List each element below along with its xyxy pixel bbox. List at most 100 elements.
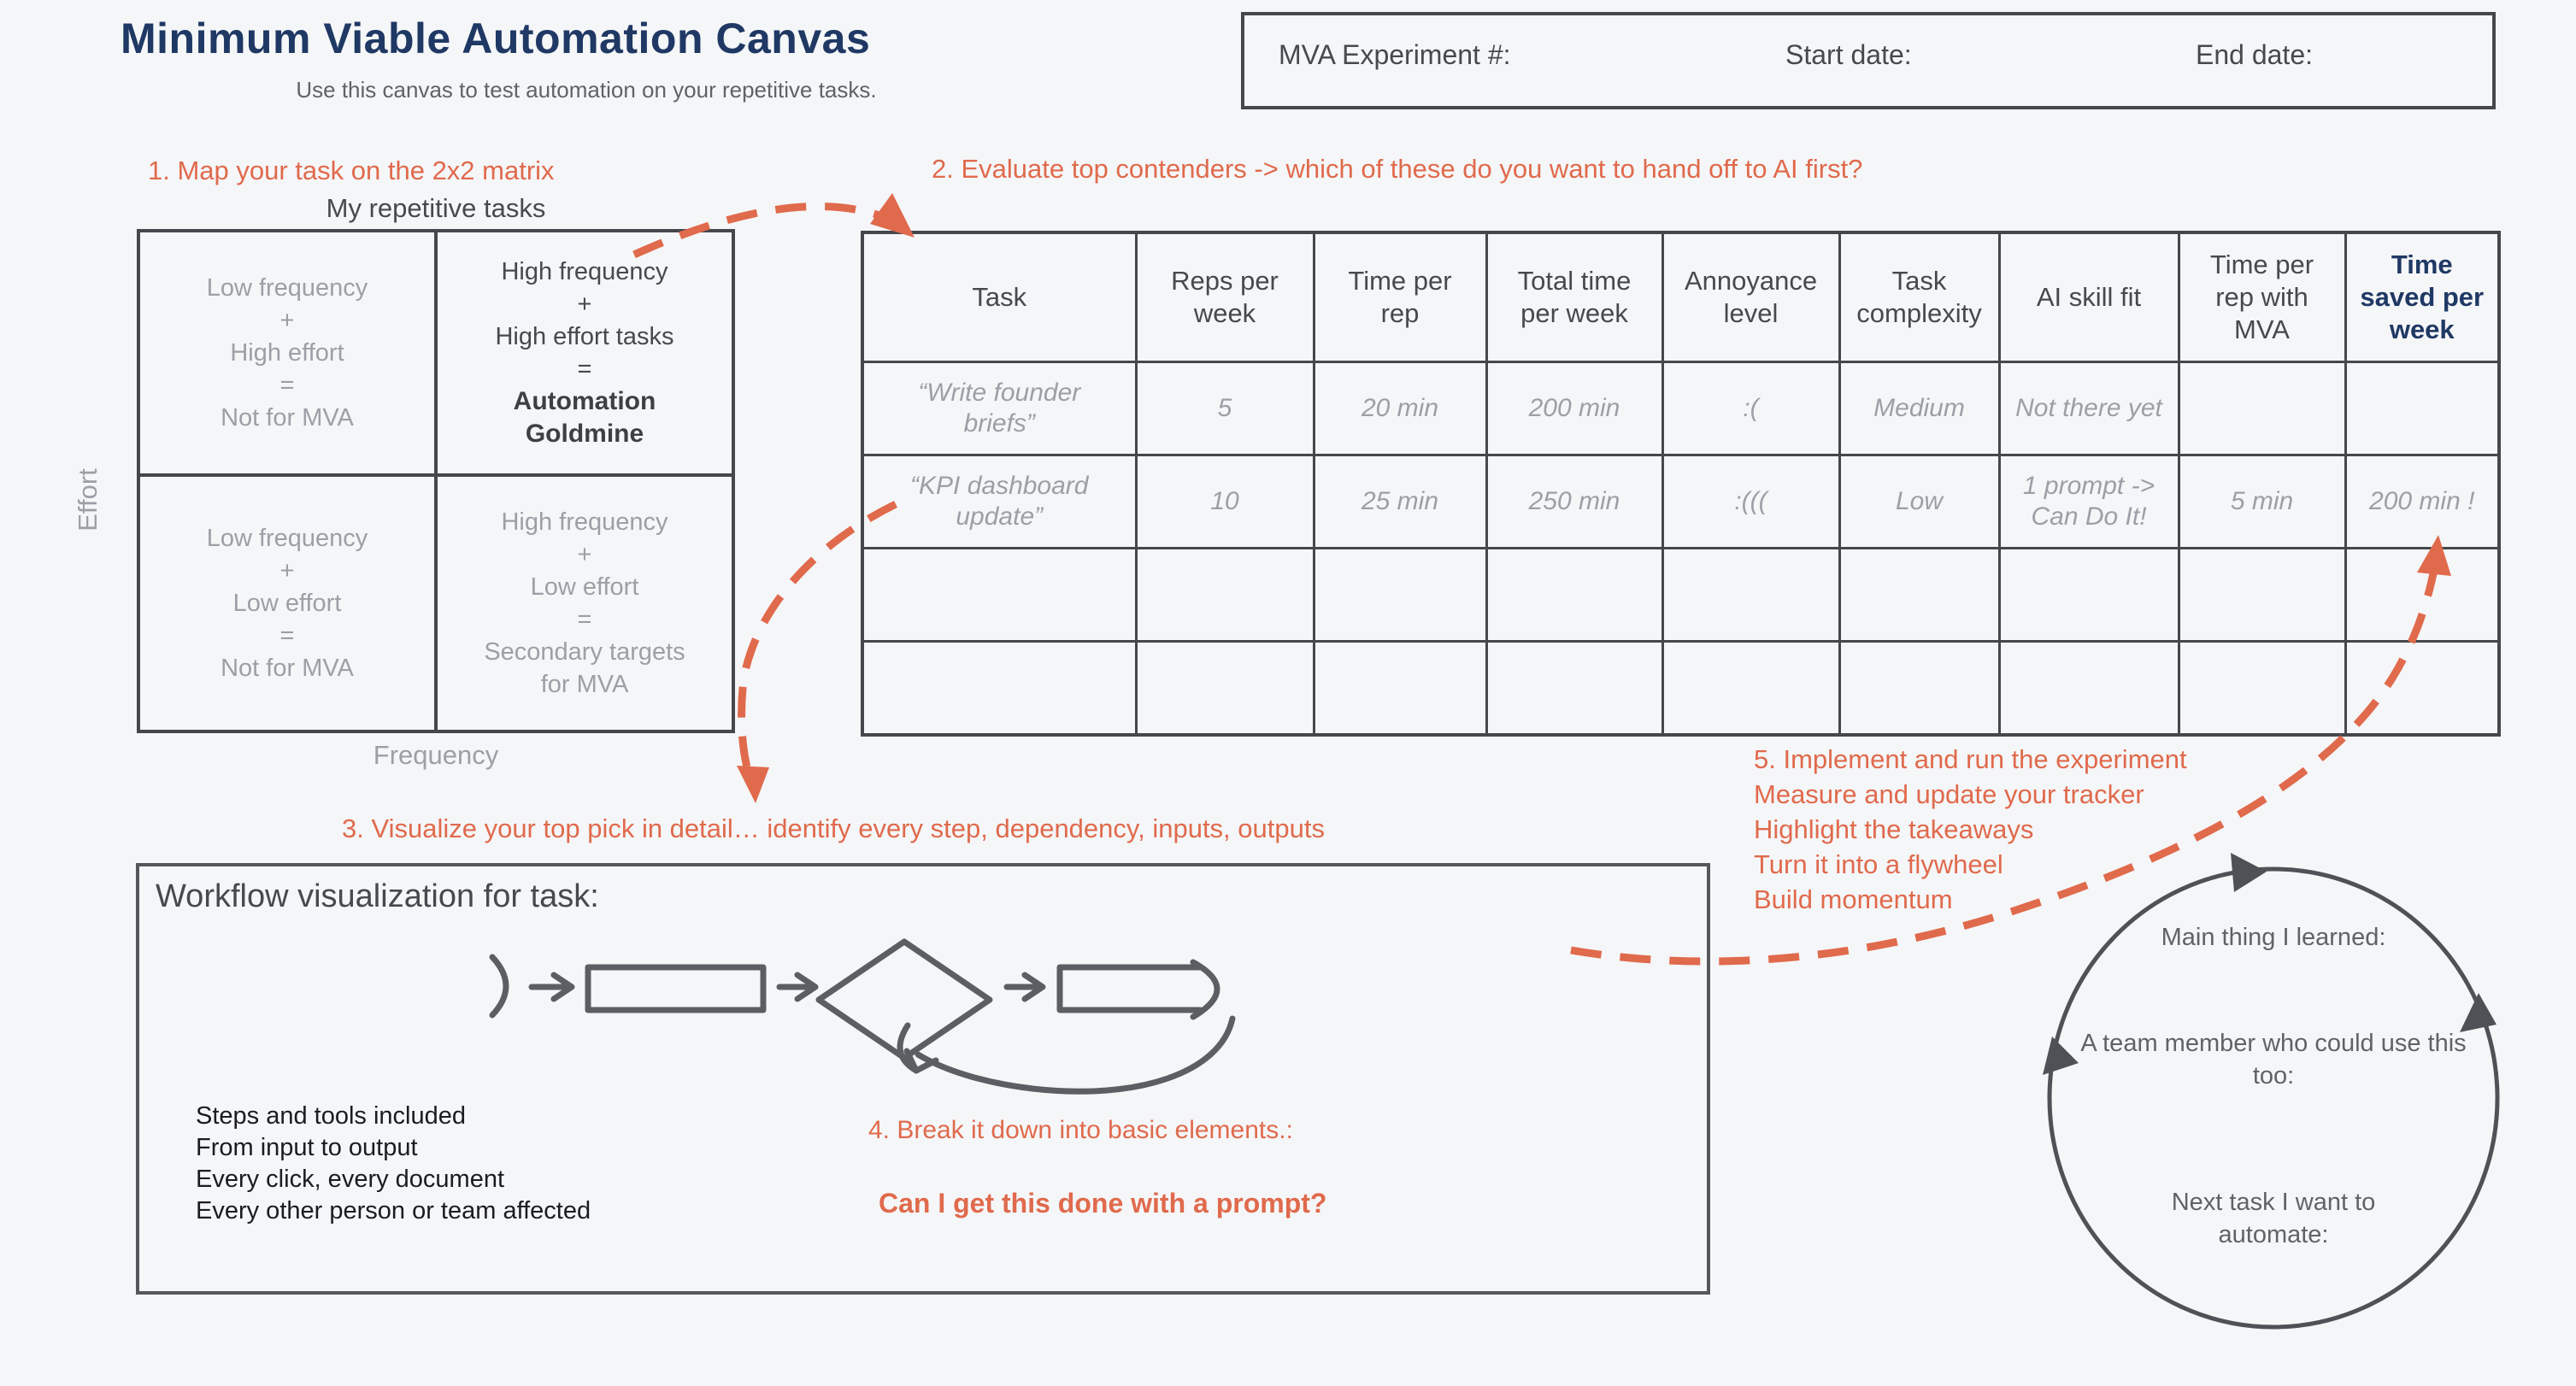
- table-cell: “KPI dashboard update”: [861, 454, 1138, 549]
- flywheel-label-next-task: Next task I want to automate:: [2171, 1189, 2376, 1248]
- step5-line: Highlight the takeaways: [1754, 814, 2034, 844]
- step5-line: 5. Implement and run the experiment: [1754, 744, 2187, 774]
- step5-line: Measure and update your tracker: [1754, 779, 2144, 809]
- workflow-title: Workflow visualization for task:: [156, 878, 599, 914]
- table-cell: [2344, 640, 2501, 737]
- table-cell: [2344, 361, 2501, 456]
- quadrant-line: =: [577, 606, 592, 633]
- start-date-label: Start date:: [1785, 39, 1912, 70]
- step1-heading: 1. Map your task on the 2x2 matrix: [148, 156, 555, 185]
- quadrant-line: +: [279, 307, 295, 334]
- step5-line: Build momentum: [1754, 884, 1953, 914]
- flywheel-label-learned: Main thing I learned:: [2161, 924, 2386, 951]
- table-cell: [1312, 547, 1488, 643]
- page-subtitle: Use this canvas to test automation on yo…: [296, 77, 877, 103]
- quadrant-line: =: [279, 372, 295, 399]
- quadrant-line: High effort: [230, 339, 344, 367]
- table-cell: [2177, 361, 2347, 456]
- flywheel-arrowhead-top: [2231, 853, 2267, 892]
- evaluation-table: Task Reps per week Time per rep Total ti…: [861, 231, 2501, 737]
- quadrant-secondary-targets: High frequency + Low effort = Secondary …: [438, 477, 732, 730]
- step2-heading: 2. Evaluate top contenders -> which of t…: [932, 154, 1863, 184]
- table-cell: 5: [1134, 361, 1315, 456]
- table-cell: [1997, 640, 2180, 737]
- quadrant-line: Low effort: [530, 573, 639, 601]
- quadrant-line: Not for MVA: [221, 655, 354, 682]
- table-cell: [1134, 640, 1315, 737]
- experiment-number-label: MVA Experiment #:: [1279, 39, 1511, 70]
- workflow-note: Every click, every document: [196, 1166, 505, 1193]
- table-cell: 20 min: [1312, 361, 1488, 456]
- table-row: [861, 640, 2501, 737]
- table-cell: 5 min: [2177, 454, 2347, 549]
- quadrant-line: Not for MVA: [221, 404, 354, 432]
- quadrant-line: =: [577, 355, 592, 383]
- quadrant-line: =: [279, 622, 295, 649]
- table-cell: Not there yet: [1997, 361, 2180, 456]
- workflow-notes: Steps and tools included From input to o…: [196, 1101, 591, 1227]
- quadrant-line: Low frequency: [206, 274, 368, 302]
- quadrant-line: Low frequency: [206, 525, 368, 552]
- page-title: Minimum Viable Automation Canvas: [121, 15, 871, 62]
- table-cell: [1134, 547, 1315, 643]
- table-cell: [861, 547, 1138, 643]
- table-cell: [1997, 547, 2180, 643]
- workflow-note: Steps and tools included: [196, 1102, 466, 1130]
- table-cell: [1485, 640, 1664, 737]
- step3-heading: 3. Visualize your top pick in detail… id…: [342, 813, 1325, 843]
- table-cell: [1661, 547, 1841, 643]
- table-header-cell-time-saved: Time saved per week: [2344, 231, 2501, 363]
- table-header-cell: Annoyance level: [1661, 231, 1841, 363]
- workflow-box: [136, 863, 1710, 1295]
- table-header-cell: Reps per week: [1134, 231, 1315, 363]
- workflow-note: From input to output: [196, 1134, 418, 1161]
- table-cell: 250 min: [1485, 454, 1664, 549]
- quadrant-line: +: [279, 557, 295, 584]
- quadrant-automation-goldmine: High frequency + High effort tasks = Aut…: [438, 232, 732, 477]
- matrix-title: My repetitive tasks: [326, 193, 546, 223]
- step5-list: 5. Implement and run the experiment Meas…: [1754, 742, 2187, 917]
- quadrant-line: High frequency: [501, 508, 668, 536]
- table-cell: [1485, 547, 1664, 643]
- table-cell: 25 min: [1312, 454, 1488, 549]
- table-header-cell: AI skill fit: [1997, 231, 2180, 363]
- table-cell: 200 min !: [2344, 454, 2501, 549]
- table-row: “Write founder briefs” 5 20 min 200 min …: [861, 361, 2501, 456]
- table-header-cell: Total time per week: [1485, 231, 1664, 363]
- experiment-info-box: MVA Experiment #: Start date: End date:: [1241, 12, 2496, 109]
- end-date-label: End date:: [2196, 39, 2313, 70]
- matrix-axis-effort: Effort: [73, 468, 103, 531]
- quadrant-line: Secondary targets for MVA: [484, 638, 685, 698]
- table-header-cell: Task complexity: [1838, 231, 2001, 363]
- table-header-cell: Time per rep with MVA: [2177, 231, 2347, 363]
- step4-question: Can I get this done with a prompt?: [879, 1188, 1327, 1219]
- matrix-axis-frequency: Frequency: [373, 740, 499, 770]
- flywheel-label-team-member: A team member who could use this too:: [2080, 1030, 2467, 1089]
- matrix-2x2: Low frequency + High effort = Not for MV…: [137, 229, 735, 733]
- table-cell: :(((: [1661, 454, 1841, 549]
- table-row: [861, 547, 2501, 643]
- table-header-cell: Task: [861, 231, 1138, 363]
- quadrant-low-freq-low-effort: Low frequency + Low effort = Not for MVA: [140, 477, 438, 730]
- step5-line: Turn it into a flywheel: [1754, 849, 2003, 879]
- quadrant-line: +: [577, 541, 592, 568]
- table-cell: 200 min: [1485, 361, 1664, 456]
- workflow-note: Every other person or team affected: [196, 1197, 591, 1224]
- table-row: “KPI dashboard update” 10 25 min 250 min…: [861, 454, 2501, 549]
- table-cell: [1838, 547, 2001, 643]
- table-cell: “Write founder briefs”: [861, 361, 1138, 456]
- table-cell: 1 prompt -> Can Do It!: [1997, 454, 2180, 549]
- quadrant-line: +: [577, 291, 592, 318]
- table-cell: [1312, 640, 1488, 737]
- table-header-cell: Time per rep: [1312, 231, 1488, 363]
- table-cell: [1838, 640, 2001, 737]
- table-cell: [2344, 547, 2501, 643]
- table-cell: [2177, 547, 2347, 643]
- table-cell: [2177, 640, 2347, 737]
- table-cell: [1661, 640, 1841, 737]
- quadrant-low-freq-high-effort: Low frequency + High effort = Not for MV…: [140, 232, 438, 477]
- table-cell: 10: [1134, 454, 1315, 549]
- quadrant-line: High effort tasks: [495, 323, 674, 350]
- table-cell: :(: [1661, 361, 1841, 456]
